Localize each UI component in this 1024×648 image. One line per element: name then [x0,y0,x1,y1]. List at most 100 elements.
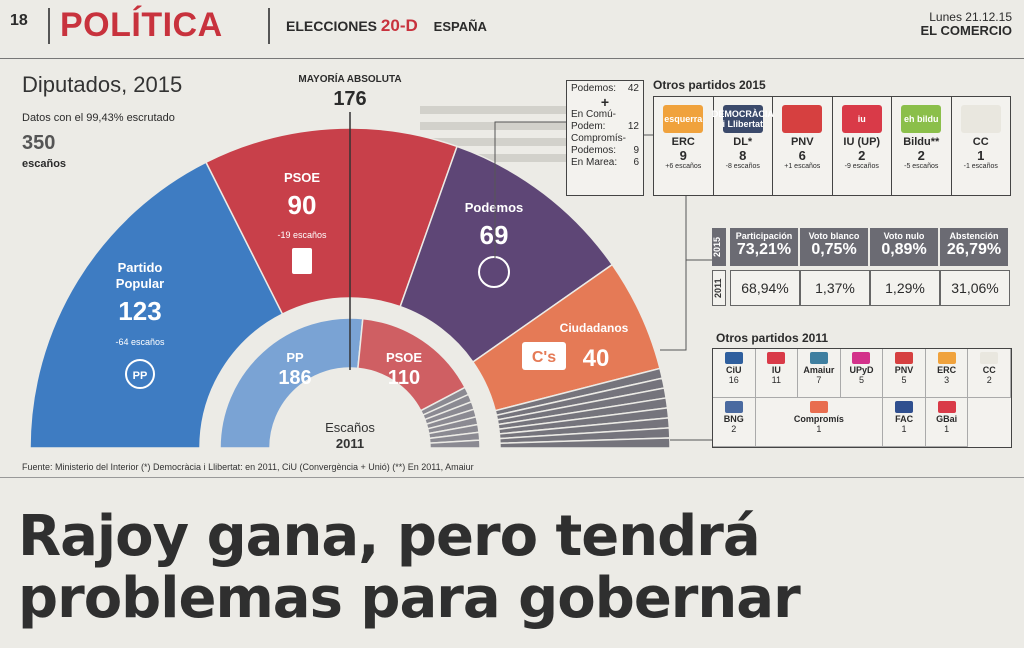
stat-label: Voto blanco [808,231,860,241]
inner-label: Escaños [325,420,375,435]
party-name: CC [982,365,996,375]
majority-label: MAYORÍA ABSOLUTA [298,74,402,85]
podemos-row: Compromís-Podemos: 9 [571,133,639,156]
party-logo-icon [809,401,828,413]
party-name: Amaiur [803,365,835,375]
party-name: BNG [723,414,744,424]
party-change: -9 escaños [844,163,879,170]
party-logo-icon [895,401,914,413]
inner-year: 2011 [336,436,364,451]
party-name: PNV [894,365,914,375]
elections-tag: ELECCIONES 20-D ESPAÑA [286,16,487,36]
others-2015-cell: eh bildu Bildu** 2 -5 escaños [892,97,952,195]
cs-logo-icon [522,342,566,370]
others-2015-title: Otros partidos 2015 [653,78,766,92]
chart-footnote: Fuente: Ministerio del Interior (*) Demo… [22,462,474,472]
header-rule [0,58,1024,59]
newspaper-name: EL COMERCIO [920,23,1013,38]
cs-logo-text: C's [532,349,556,366]
party-seats: 1 [901,424,907,434]
party-seats: 6 [798,148,806,163]
others-2011-cell: Compromís 1 [755,398,884,447]
stat-label: Participación [735,231,793,241]
party-change: -8 escaños [725,163,760,170]
others-2011-cell: CC 2 [968,349,1011,398]
party-seats: 8 [739,148,747,163]
stat-2015: Voto nulo 0,89% [870,228,938,266]
majority-value: 176 [333,88,367,110]
page-header: 18 POLÍTICA ELECCIONES 20-D ESPAÑA Lunes… [0,0,1024,52]
party-seats: 5 [858,375,864,385]
footnote-rule [0,477,1024,478]
headline: Rajoy gana, pero tendrá problemas para g… [18,506,801,631]
inner-slice-others [429,439,481,449]
party-logo-icon [767,352,786,364]
party-name: ERC [937,365,957,375]
others-2015-cell: PNV 6 +1 escaños [773,97,833,195]
pp-logo-icon [125,359,155,389]
stat-label: Voto nulo [883,231,925,241]
stat-value-2015: 0,89% [881,241,927,258]
stat-2015: Participación 73,21% [730,228,798,266]
party-name: FAC [895,414,914,424]
party-seats: 11 [771,375,782,385]
stat-value-2011: 1,37% [800,270,870,306]
header-divider [268,8,270,44]
party-name: Compromís [793,414,844,424]
page-number: 18 [10,12,28,29]
party-logo-icon [809,352,828,364]
party-seats: 1 [816,424,822,434]
others-2011-cell: IU 11 [755,349,799,398]
party-name: IU [771,365,781,375]
party-seats: 1 [944,424,950,434]
others-2015-cell: esquerra ERC 9 +6 escaños [654,97,714,195]
podemos-row: En Marea: 6 [571,157,639,168]
label-psoe-name: PSOE [284,170,320,185]
label-psoe-2011-name: PSOE [386,350,422,365]
label-podemos-seats: 69 [480,220,509,250]
hemicycle-slice-others [499,437,671,449]
year-tag-2015: 2015 [712,228,726,266]
party-name: CiU [726,365,742,375]
label-cs-name: Ciudadanos [560,321,629,335]
party-name: GBai [936,414,958,424]
pp-logo-text: PP [133,370,148,382]
others-2015-cell: CC 1 -1 escaños [952,97,1011,195]
stat-label: Abstención [949,231,999,241]
others-2011-cell: UPyD 5 [840,349,884,398]
label-podemos-name: Podemos [465,200,524,215]
stat-value-2011: 1,29% [870,270,940,306]
party-seats: 16 [728,375,739,385]
party-seats: 2 [917,148,925,163]
label-pp-name: Popular [116,276,164,291]
psoe-logo-icon [292,248,312,274]
party-logo-icon [895,352,914,364]
stat-value-2015: 26,79% [946,241,1002,258]
others-2011-title: Otros partidos 2011 [716,331,829,345]
party-logo-icon [937,352,956,364]
podemos-breakdown-box: Podemos: 42 + En Comú-Podem: 12 Compromís-… [566,80,644,196]
others-2011-cell: GBai 1 [925,398,969,447]
participation-stats: 2015 2011 Participación 73,21% 68,94% Voto … [712,228,1010,306]
others-2015-cell: iu IU (UP) 2 -9 escaños [833,97,892,195]
party-name: DL* [733,136,753,148]
party-logo-icon: iu [841,105,882,133]
party-logo-icon: eh bildu [901,105,942,133]
stat-value-2011: 68,94% [730,270,800,306]
party-logo-icon [960,105,1001,133]
others-2011-cell: PNV 5 [883,349,926,398]
party-name: CC [972,136,989,148]
party-change: -5 escaños [904,163,939,170]
label-psoe-change: -19 escaños [277,230,327,240]
headline-line-2: problemas para gobernar [18,566,801,631]
party-logo-icon [782,105,823,133]
party-logo-icon [852,352,871,364]
party-seats: 2 [858,148,866,163]
party-seats: 7 [816,375,822,385]
others-2015-table: esquerra ERC 9 +6 escaños DEMOCRÀCIA i Llibe… [653,96,1011,196]
others-2011-cell: FAC 1 [883,398,926,447]
party-seats: 3 [944,375,950,385]
party-name: PNV [790,136,814,148]
elections-date: 20-D [380,16,418,35]
